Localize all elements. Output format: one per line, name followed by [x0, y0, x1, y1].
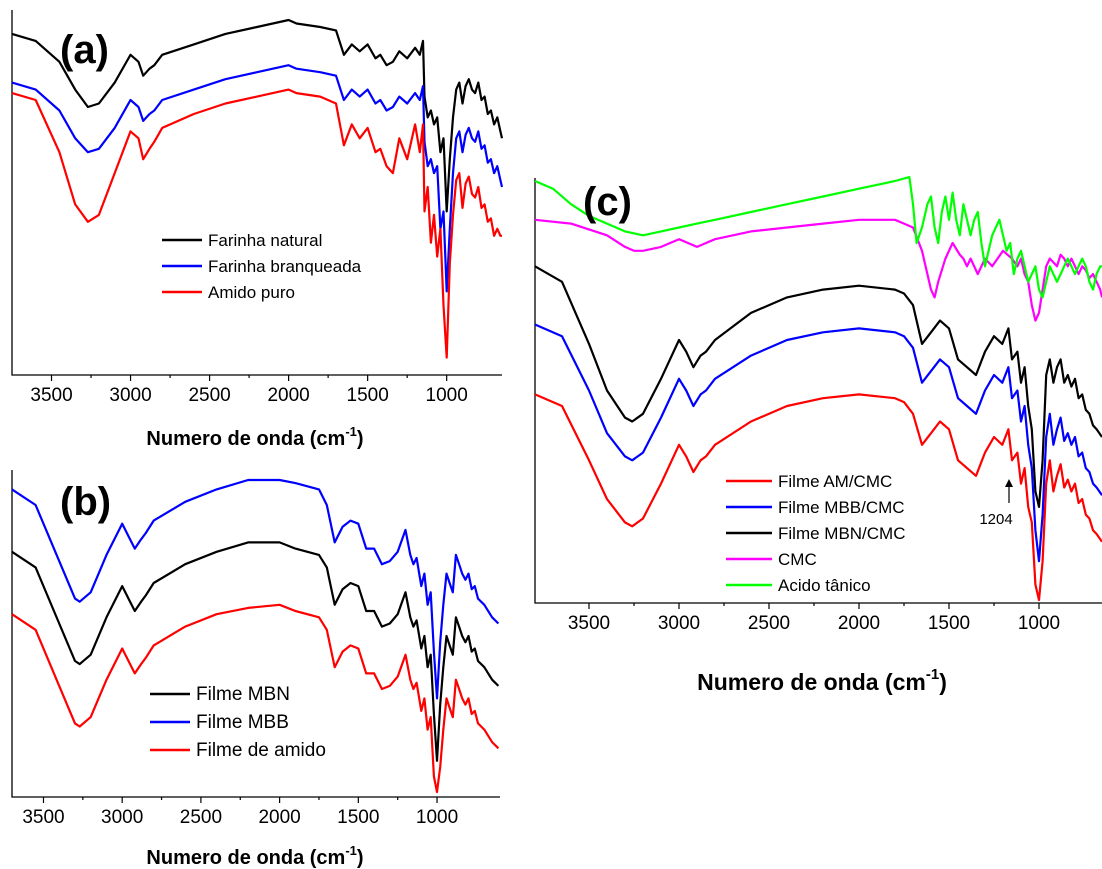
x-tick-label: 1000 [426, 385, 468, 406]
series-line-1 [11, 541, 500, 762]
legend-c: Filme AM/CMC Filme MBB/CMC Filme MBN/CMC CM… [726, 472, 906, 595]
x-tick-label: 3000 [109, 385, 151, 406]
legend-entry: CMC [778, 550, 817, 569]
x-tick-label: 2500 [188, 385, 230, 406]
x-tick-label: 1500 [347, 385, 389, 406]
panel-label-a: (a) [60, 28, 109, 72]
series-line-1 [534, 393, 1102, 602]
spectra-b [11, 478, 500, 794]
legend-entry: Acido tânico [778, 576, 871, 595]
series-line-5 [534, 176, 1102, 299]
x-tick-label: 3500 [30, 385, 72, 406]
series-line-4 [534, 218, 1102, 322]
x-ticks-c: 3500 3000 2500 2000 1500 1000 [568, 603, 1060, 634]
annotation-label: 1204 [979, 511, 1012, 528]
legend-entry: Farinha branqueada [208, 257, 362, 276]
x-axis-title-a: Numero de onda (cm-1) [146, 424, 363, 450]
panel-a: 3500 3000 2500 2000 1500 1000 (a) Farinha nat… [11, 10, 504, 450]
x-axis-title-b: Numero de onda (cm-1) [146, 843, 363, 869]
series-line-3 [11, 88, 502, 359]
legend-entry: Filme MBB/CMC [778, 498, 905, 517]
annotation-1204: 1204 [979, 479, 1013, 528]
x-tick-label: 2500 [180, 807, 222, 828]
x-tick-label: 1500 [928, 613, 970, 634]
x-tick-label: 1000 [1018, 613, 1060, 634]
panel-label-b: (b) [60, 480, 111, 524]
x-ticks-a: 3500 3000 2500 2000 1500 1000 [30, 375, 468, 406]
series-line-3 [534, 265, 1102, 508]
legend-entry: Filme de amido [196, 740, 326, 761]
series-line-2 [534, 323, 1102, 563]
legend-b: Filme MBN Filme MBB Filme de amido [150, 684, 326, 761]
x-axis-title-c: Numero de onda (cm-1) [697, 666, 947, 695]
x-tick-label: 3000 [101, 807, 143, 828]
panel-b: 3500 3000 2500 2000 1500 1000 (b) Filme MBNFi… [11, 470, 500, 869]
x-tick-label: 2000 [258, 807, 300, 828]
x-tick-label: 2500 [748, 613, 790, 634]
panel-c: 3500 3000 2500 2000 1500 1000 (c) 1204 Filme … [534, 176, 1102, 695]
legend-entry: Filme MBN [196, 684, 290, 705]
legend-entry: Filme MBN/CMC [778, 524, 906, 543]
x-tick-label: 3000 [658, 613, 700, 634]
series-line-2 [11, 64, 504, 293]
spectra-c [534, 176, 1102, 602]
x-ticks-b: 3500 3000 2500 2000 1500 1000 [22, 797, 458, 828]
series-line-1 [11, 18, 504, 213]
x-tick-label: 3500 [568, 613, 610, 634]
x-tick-label: 3500 [22, 807, 64, 828]
legend-a: Farinha natural Farinha branqueada Amido p… [162, 231, 362, 302]
legend-entry: Filme AM/CMC [778, 472, 892, 491]
legend-entry: Filme MBB [196, 712, 289, 733]
x-tick-label: 1500 [337, 807, 379, 828]
x-tick-label: 2000 [838, 613, 880, 634]
panel-label-c: (c) [583, 180, 632, 224]
legend-entry: Amido puro [208, 283, 295, 302]
series-line-2 [11, 478, 500, 700]
series-line-3 [11, 603, 500, 794]
legend-entry: Farinha natural [208, 231, 322, 250]
x-tick-label: 1000 [416, 807, 458, 828]
x-tick-label: 2000 [267, 385, 309, 406]
spectra-a [11, 18, 504, 359]
